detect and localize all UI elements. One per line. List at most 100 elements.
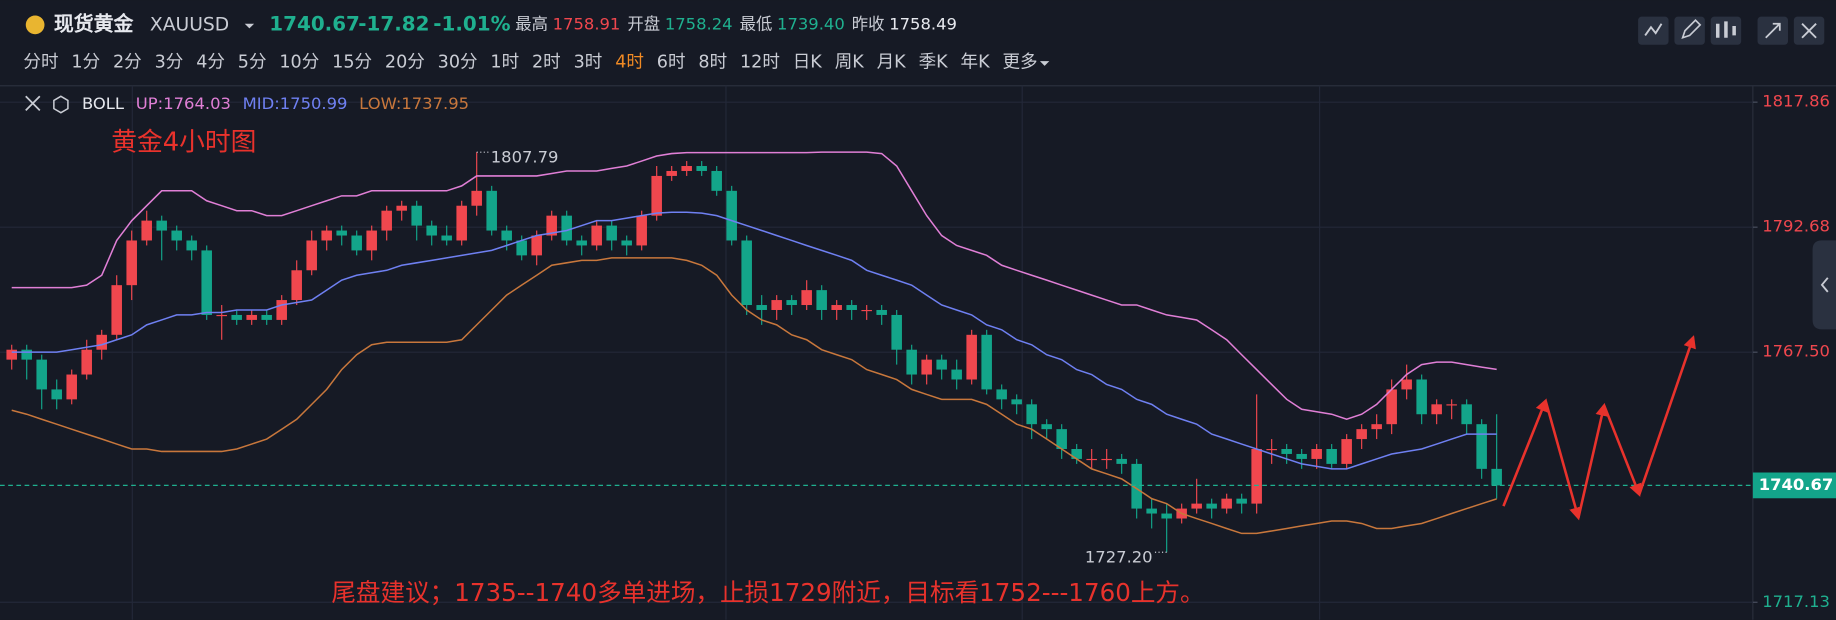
candle-body — [141, 220, 152, 241]
timeframe-tab[interactable]: 15分 — [332, 52, 372, 72]
candle-body — [1341, 439, 1352, 464]
timeframe-tab[interactable]: 4时 — [615, 52, 644, 72]
candle-body — [441, 235, 452, 241]
candle-body — [1026, 404, 1037, 425]
timeframe-tab[interactable]: 6时 — [657, 52, 686, 72]
timeframe-tab[interactable]: 月K — [877, 52, 907, 72]
timeframe-tab[interactable]: 8时 — [698, 52, 727, 72]
timeframe-tab[interactable]: 4分 — [196, 52, 225, 72]
timeframe-tab[interactable]: 30分 — [438, 52, 478, 72]
candle-body — [816, 290, 827, 310]
candle-body — [1326, 449, 1337, 464]
timeframe-tab[interactable]: 更多 — [1002, 52, 1037, 72]
candle-body — [216, 314, 227, 317]
candle-body — [861, 309, 872, 312]
candle-body — [1131, 463, 1142, 509]
timeframe-tab[interactable]: 季K — [919, 52, 949, 72]
stat-value: 1758.24 — [665, 14, 733, 33]
legend-value: 1750.99 — [280, 94, 348, 113]
candle-body — [1206, 503, 1217, 509]
timeframe-tab[interactable]: 1分 — [71, 52, 100, 72]
timeframe-tab[interactable]: 年K — [961, 52, 991, 72]
candle-body — [1356, 429, 1367, 440]
candle-body — [201, 250, 212, 315]
candle-body — [1281, 449, 1292, 454]
forecast-arrow — [1602, 404, 1642, 497]
candle-body — [1236, 498, 1247, 504]
legend-value: 1764.03 — [163, 94, 231, 113]
candle-body — [36, 359, 47, 390]
candle-body — [366, 230, 377, 251]
timeframe-tab[interactable]: 2时 — [532, 52, 561, 72]
side-panel-toggle[interactable] — [1812, 240, 1836, 330]
timeframe-tab[interactable]: 分时 — [23, 52, 58, 72]
candle-body — [336, 230, 347, 236]
candle-body — [471, 190, 482, 206]
symbol[interactable]: XAUUSD — [150, 14, 229, 35]
candle-body — [1461, 404, 1472, 425]
candle-body — [21, 349, 32, 360]
candle-body — [891, 314, 902, 350]
stat-value: 1758.49 — [889, 14, 957, 33]
candle-body — [966, 334, 977, 380]
stat-value: 1758.91 — [553, 14, 621, 33]
candle-body — [1491, 468, 1502, 486]
y-tick-label: 1717.13 — [1762, 592, 1830, 611]
gold-icon — [25, 15, 45, 35]
y-tick-label: 1792.68 — [1762, 217, 1830, 236]
symbol-dropdown[interactable] — [244, 23, 255, 29]
candle-body — [621, 240, 632, 246]
remove-indicator[interactable] — [25, 95, 41, 111]
candle-body — [1086, 458, 1097, 461]
side-panel-icon — [1820, 277, 1829, 293]
candle-body — [96, 334, 107, 350]
timeframe-tab[interactable]: 3时 — [574, 52, 603, 72]
legend: UP: 1764.03 MID: 1750.99 LOW: 1737.95 — [136, 94, 469, 113]
candle-body — [951, 369, 962, 380]
timeframe-tab[interactable]: 10分 — [279, 52, 319, 72]
y-tick-label: 1767.50 — [1762, 342, 1830, 361]
candle-body — [576, 240, 587, 246]
stat-label: 最高 — [515, 14, 548, 33]
candle-body — [651, 175, 662, 216]
band-line — [11, 211, 1497, 470]
timeframe-tab[interactable]: 3分 — [155, 52, 184, 72]
annotation: 尾盘建议；1735--1740多单进场，止损1729附近，目标看1752---1… — [331, 578, 1204, 607]
timeframe-tab[interactable]: 5分 — [238, 52, 267, 72]
timeframe-tab[interactable]: 1时 — [490, 52, 519, 72]
timeframe-tab[interactable]: 周K — [835, 52, 865, 72]
forecast-arrow — [1502, 398, 1548, 507]
more-dropdown[interactable] — [1039, 61, 1050, 66]
tool-button[interactable] — [1674, 16, 1705, 45]
candle-body — [66, 374, 77, 400]
candle-body — [1446, 404, 1457, 406]
candle-body — [51, 389, 62, 400]
tool-icon — [1644, 23, 1663, 36]
indicator-name: BOLL — [82, 94, 125, 113]
band-line — [11, 151, 1497, 421]
candle-body — [486, 190, 497, 231]
candle-body — [1221, 498, 1232, 509]
timeframe-tab[interactable]: 12时 — [740, 52, 780, 72]
candle-body — [996, 389, 1007, 400]
stat-label: 昨收 — [852, 14, 885, 33]
candle-body — [351, 235, 362, 251]
candle-body — [1146, 508, 1157, 514]
stat-label: 最低 — [740, 14, 773, 33]
timeframe-tab[interactable]: 2分 — [113, 52, 142, 72]
plot: 1817.86 1792.68 1767.50 1717.13 1807.79 1727.… — [0, 92, 1836, 611]
indicator-settings[interactable] — [53, 95, 69, 114]
candle-body — [411, 205, 422, 226]
timeframe-tab[interactable]: 日K — [793, 52, 823, 72]
instrument-name: 现货黄金 — [54, 11, 135, 35]
candle-body — [846, 305, 857, 310]
legend-label: UP: — [136, 94, 163, 113]
candle-body — [246, 314, 257, 320]
candle-body — [591, 225, 602, 246]
timeframe-tab[interactable]: 20分 — [385, 52, 425, 72]
candle-body — [501, 230, 512, 241]
candle-body — [321, 230, 332, 241]
candle-body — [756, 305, 767, 310]
candle-body — [156, 220, 167, 231]
